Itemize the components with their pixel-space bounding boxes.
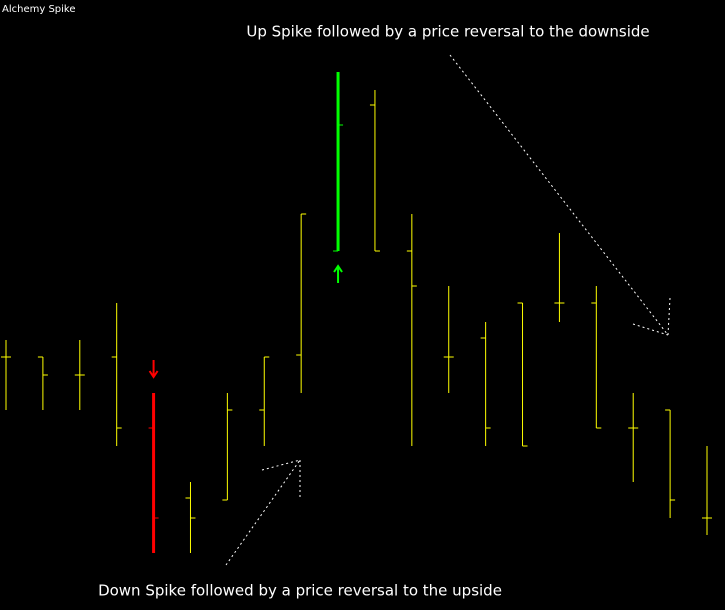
annotation: Up Spike followed by a price reversal to…	[246, 23, 649, 41]
annotation: Down Spike followed by a price reversal …	[98, 582, 502, 600]
spike-arrow	[148, 360, 159, 379]
chart-title: Alchemy Spike	[2, 4, 76, 15]
pointer-arrows	[225, 54, 671, 566]
spike-arrow	[333, 264, 343, 283]
